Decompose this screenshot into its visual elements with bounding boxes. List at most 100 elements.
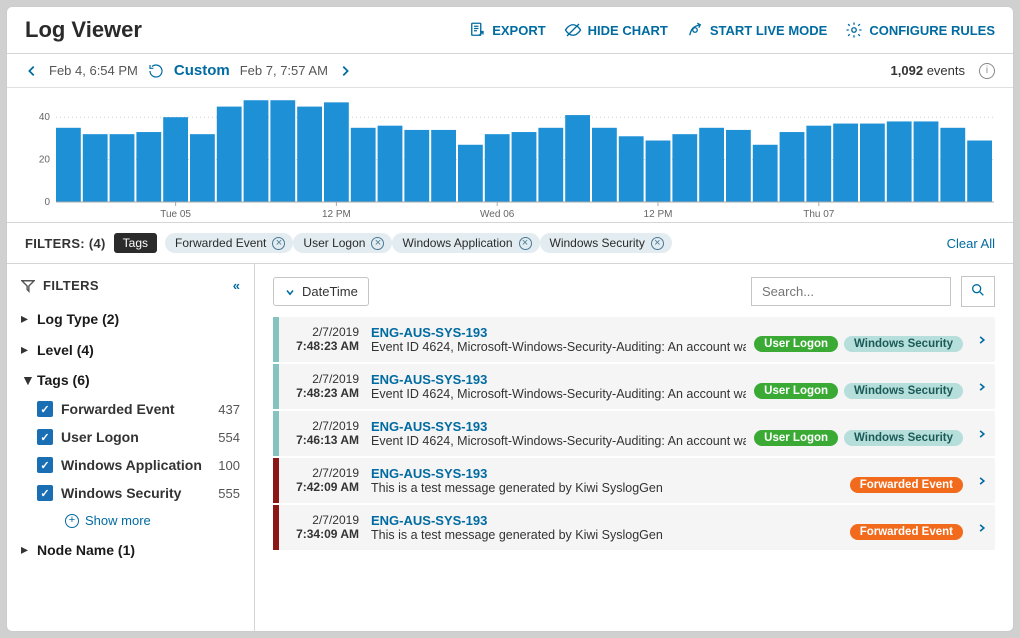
- filter-item-label: User Logon: [61, 429, 210, 445]
- chip-remove-icon[interactable]: [371, 237, 384, 250]
- filter-group[interactable]: ▸Level (4): [7, 334, 254, 365]
- log-row[interactable]: 2/7/20197:42:09 AMENG-AUS-SYS-193This is…: [273, 458, 995, 503]
- revert-icon[interactable]: [148, 63, 164, 79]
- log-badge: Windows Security: [844, 336, 963, 352]
- filters-sidebar: FILTERS « ▸Log Type (2)▸Level (4)▼Tags (…: [7, 264, 255, 631]
- clear-all-filters[interactable]: Clear All: [947, 236, 995, 251]
- log-datetime: 2/7/20197:34:09 AM: [279, 505, 367, 550]
- filter-item-label: Windows Security: [61, 485, 210, 501]
- filter-item-label: Forwarded Event: [61, 401, 210, 417]
- log-host[interactable]: ENG-AUS-SYS-193: [371, 419, 746, 434]
- svg-text:12 PM: 12 PM: [322, 209, 351, 220]
- filter-group[interactable]: ▸Node Name (1): [7, 534, 254, 565]
- sort-label: DateTime: [302, 284, 358, 299]
- log-badges: User Logon Windows Security: [754, 364, 969, 409]
- expand-row-icon[interactable]: [969, 317, 995, 362]
- chip-remove-icon[interactable]: [272, 237, 285, 250]
- configure-rules-button[interactable]: CONFIGURE RULES: [845, 21, 995, 39]
- caret-icon: ▸: [21, 341, 31, 358]
- expand-row-icon[interactable]: [969, 458, 995, 503]
- collapse-sidebar[interactable]: «: [233, 278, 240, 293]
- prev-range-icon[interactable]: [25, 64, 39, 78]
- log-list: 2/7/20197:48:23 AMENG-AUS-SYS-193Event I…: [273, 317, 995, 550]
- events-total: 1,092: [891, 63, 924, 78]
- filter-checkbox-row[interactable]: User Logon554: [37, 423, 254, 451]
- search-button[interactable]: [961, 276, 995, 307]
- checkbox-icon[interactable]: [37, 401, 53, 417]
- body: FILTERS « ▸Log Type (2)▸Level (4)▼Tags (…: [7, 264, 1013, 631]
- header-action-label: CONFIGURE RULES: [869, 23, 995, 38]
- log-datetime: 2/7/20197:48:23 AM: [279, 317, 367, 362]
- sort-button[interactable]: DateTime: [273, 277, 369, 306]
- filter-group[interactable]: ▼Tags (6): [7, 365, 254, 395]
- events-count: 1,092 events: [891, 63, 965, 78]
- filter-item-label: Windows Application: [61, 457, 210, 473]
- log-toolbar: DateTime: [273, 276, 995, 307]
- filter-group[interactable]: ▸ Log Type (2): [7, 303, 254, 334]
- svg-text:Tue 05: Tue 05: [160, 209, 191, 220]
- chip-label: User Logon: [303, 236, 365, 250]
- filter-checkbox-row[interactable]: Forwarded Event437: [37, 395, 254, 423]
- filter-chip[interactable]: User Logon: [293, 233, 392, 253]
- log-row[interactable]: 2/7/20197:48:23 AMENG-AUS-SYS-193Event I…: [273, 317, 995, 362]
- log-body: ENG-AUS-SYS-193Event ID 4624, Microsoft-…: [367, 364, 754, 409]
- log-badge: User Logon: [754, 383, 838, 399]
- events-chart: 02040Tue 0512 PMWed 0612 PMThu 07: [7, 88, 1013, 223]
- filter-chip[interactable]: Windows Security: [540, 233, 672, 253]
- filter-chip[interactable]: Forwarded Event: [165, 233, 293, 253]
- log-badge: Windows Security: [844, 383, 963, 399]
- log-body: ENG-AUS-SYS-193This is a test message ge…: [367, 505, 850, 550]
- log-badge: Forwarded Event: [850, 477, 963, 493]
- log-badge: Windows Security: [844, 430, 963, 446]
- info-icon[interactable]: i: [979, 63, 995, 79]
- header-actions: EXPORT HIDE CHART START LIVE MODE CONFIGURE…: [468, 21, 995, 39]
- expand-row-icon[interactable]: [969, 364, 995, 409]
- log-datetime: 2/7/20197:48:23 AM: [279, 364, 367, 409]
- hide-chart-button[interactable]: HIDE CHART: [564, 21, 668, 39]
- log-host[interactable]: ENG-AUS-SYS-193: [371, 466, 842, 481]
- log-row[interactable]: 2/7/20197:48:23 AMENG-AUS-SYS-193Event I…: [273, 364, 995, 409]
- events-label: events: [927, 63, 965, 78]
- range-start: Feb 4, 6:54 PM: [49, 63, 138, 78]
- log-host[interactable]: ENG-AUS-SYS-193: [371, 325, 746, 340]
- log-main: DateTime 2/7/20197:48:23 AMENG-AUS-SYS-1…: [255, 264, 1013, 631]
- log-host[interactable]: ENG-AUS-SYS-193: [371, 513, 842, 528]
- expand-row-icon[interactable]: [969, 411, 995, 456]
- svg-text:Thu 07: Thu 07: [803, 209, 835, 220]
- page-title: Log Viewer: [25, 17, 468, 43]
- log-badges: User LogonWindows Security: [754, 317, 969, 362]
- checkbox-icon[interactable]: [37, 485, 53, 501]
- next-range-icon[interactable]: [338, 64, 352, 78]
- filter-group-label: Tags (6): [37, 372, 90, 388]
- checkbox-icon[interactable]: [37, 429, 53, 445]
- log-body: ENG-AUS-SYS-193This is a test message ge…: [367, 458, 850, 503]
- checkbox-icon[interactable]: [37, 457, 53, 473]
- filter-checkbox-row[interactable]: Windows Security 555: [37, 479, 254, 507]
- range-mode[interactable]: Custom: [174, 62, 230, 79]
- filter-group-tags[interactable]: Tags: [114, 233, 157, 253]
- log-row[interactable]: 2/7/20197:46:13 AMENG-AUS-SYS-193Event I…: [273, 411, 995, 456]
- filter-chip[interactable]: Windows Application: [392, 233, 539, 253]
- chip-remove-icon[interactable]: [651, 237, 664, 250]
- chip-remove-icon[interactable]: [519, 237, 532, 250]
- filter-checkbox-row[interactable]: Windows Application100: [37, 451, 254, 479]
- start-live-mode-button[interactable]: START LIVE MODE: [686, 21, 827, 39]
- filter-group-label: Node Name (1): [37, 542, 135, 558]
- expand-row-icon[interactable]: [969, 505, 995, 550]
- range-end: Feb 7, 7:57 AM: [240, 63, 328, 78]
- show-more-label: Show more: [85, 513, 151, 528]
- svg-text:Wed 06: Wed 06: [480, 209, 515, 220]
- caret-icon: ▸: [21, 310, 31, 327]
- log-badges: User LogonWindows Security: [754, 411, 969, 456]
- search-input[interactable]: [751, 277, 951, 306]
- log-message: Event ID 4624, Microsoft-Windows-Securit…: [371, 434, 746, 448]
- log-row[interactable]: 2/7/20197:34:09 AMENG-AUS-SYS-193This is…: [273, 505, 995, 550]
- log-body: ENG-AUS-SYS-193Event ID 4624, Microsoft-…: [367, 411, 754, 456]
- filter-group-label: Log Type (2): [37, 311, 119, 327]
- filter-item-count: 555: [218, 486, 240, 501]
- time-range-bar: Feb 4, 6:54 PM Custom Feb 7, 7:57 AM 1,0…: [7, 54, 1013, 88]
- export-button[interactable]: EXPORT: [468, 21, 545, 39]
- header-action-label: EXPORT: [492, 23, 545, 38]
- show-more[interactable]: Show more: [37, 507, 254, 534]
- log-host[interactable]: ENG-AUS-SYS-193: [371, 372, 746, 387]
